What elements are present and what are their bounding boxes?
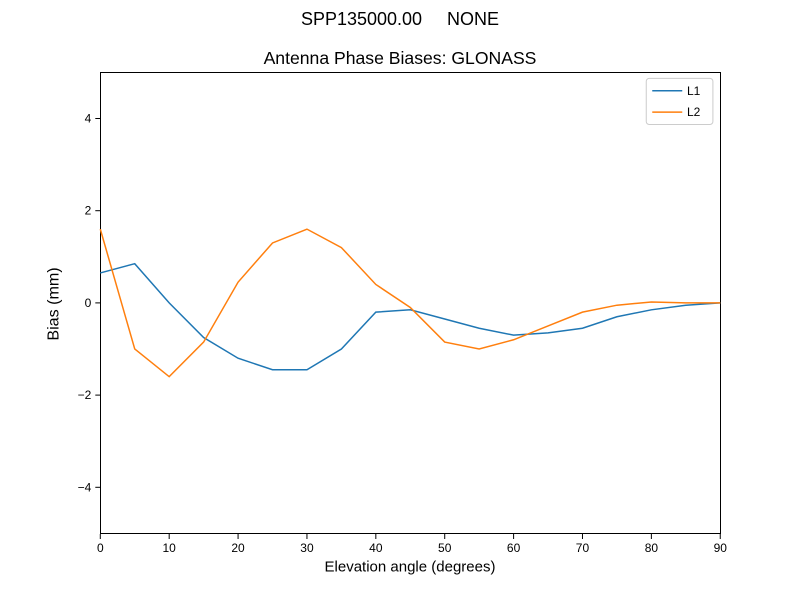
svg-text:30: 30 (300, 541, 314, 555)
svg-text:−4: −4 (78, 480, 92, 494)
svg-text:90: 90 (714, 541, 728, 555)
svg-text:0: 0 (97, 541, 104, 555)
svg-text:2: 2 (85, 204, 92, 218)
svg-text:0: 0 (85, 296, 92, 310)
svg-text:−2: −2 (78, 388, 92, 402)
svg-text:60: 60 (507, 541, 521, 555)
svg-text:80: 80 (645, 541, 659, 555)
svg-text:4: 4 (85, 112, 92, 126)
svg-text:40: 40 (369, 541, 383, 555)
svg-text:L1: L1 (687, 84, 701, 98)
svg-text:70: 70 (576, 541, 590, 555)
svg-text:50: 50 (438, 541, 452, 555)
svg-text:L2: L2 (687, 105, 701, 119)
svg-text:10: 10 (163, 541, 177, 555)
svg-text:20: 20 (231, 541, 245, 555)
